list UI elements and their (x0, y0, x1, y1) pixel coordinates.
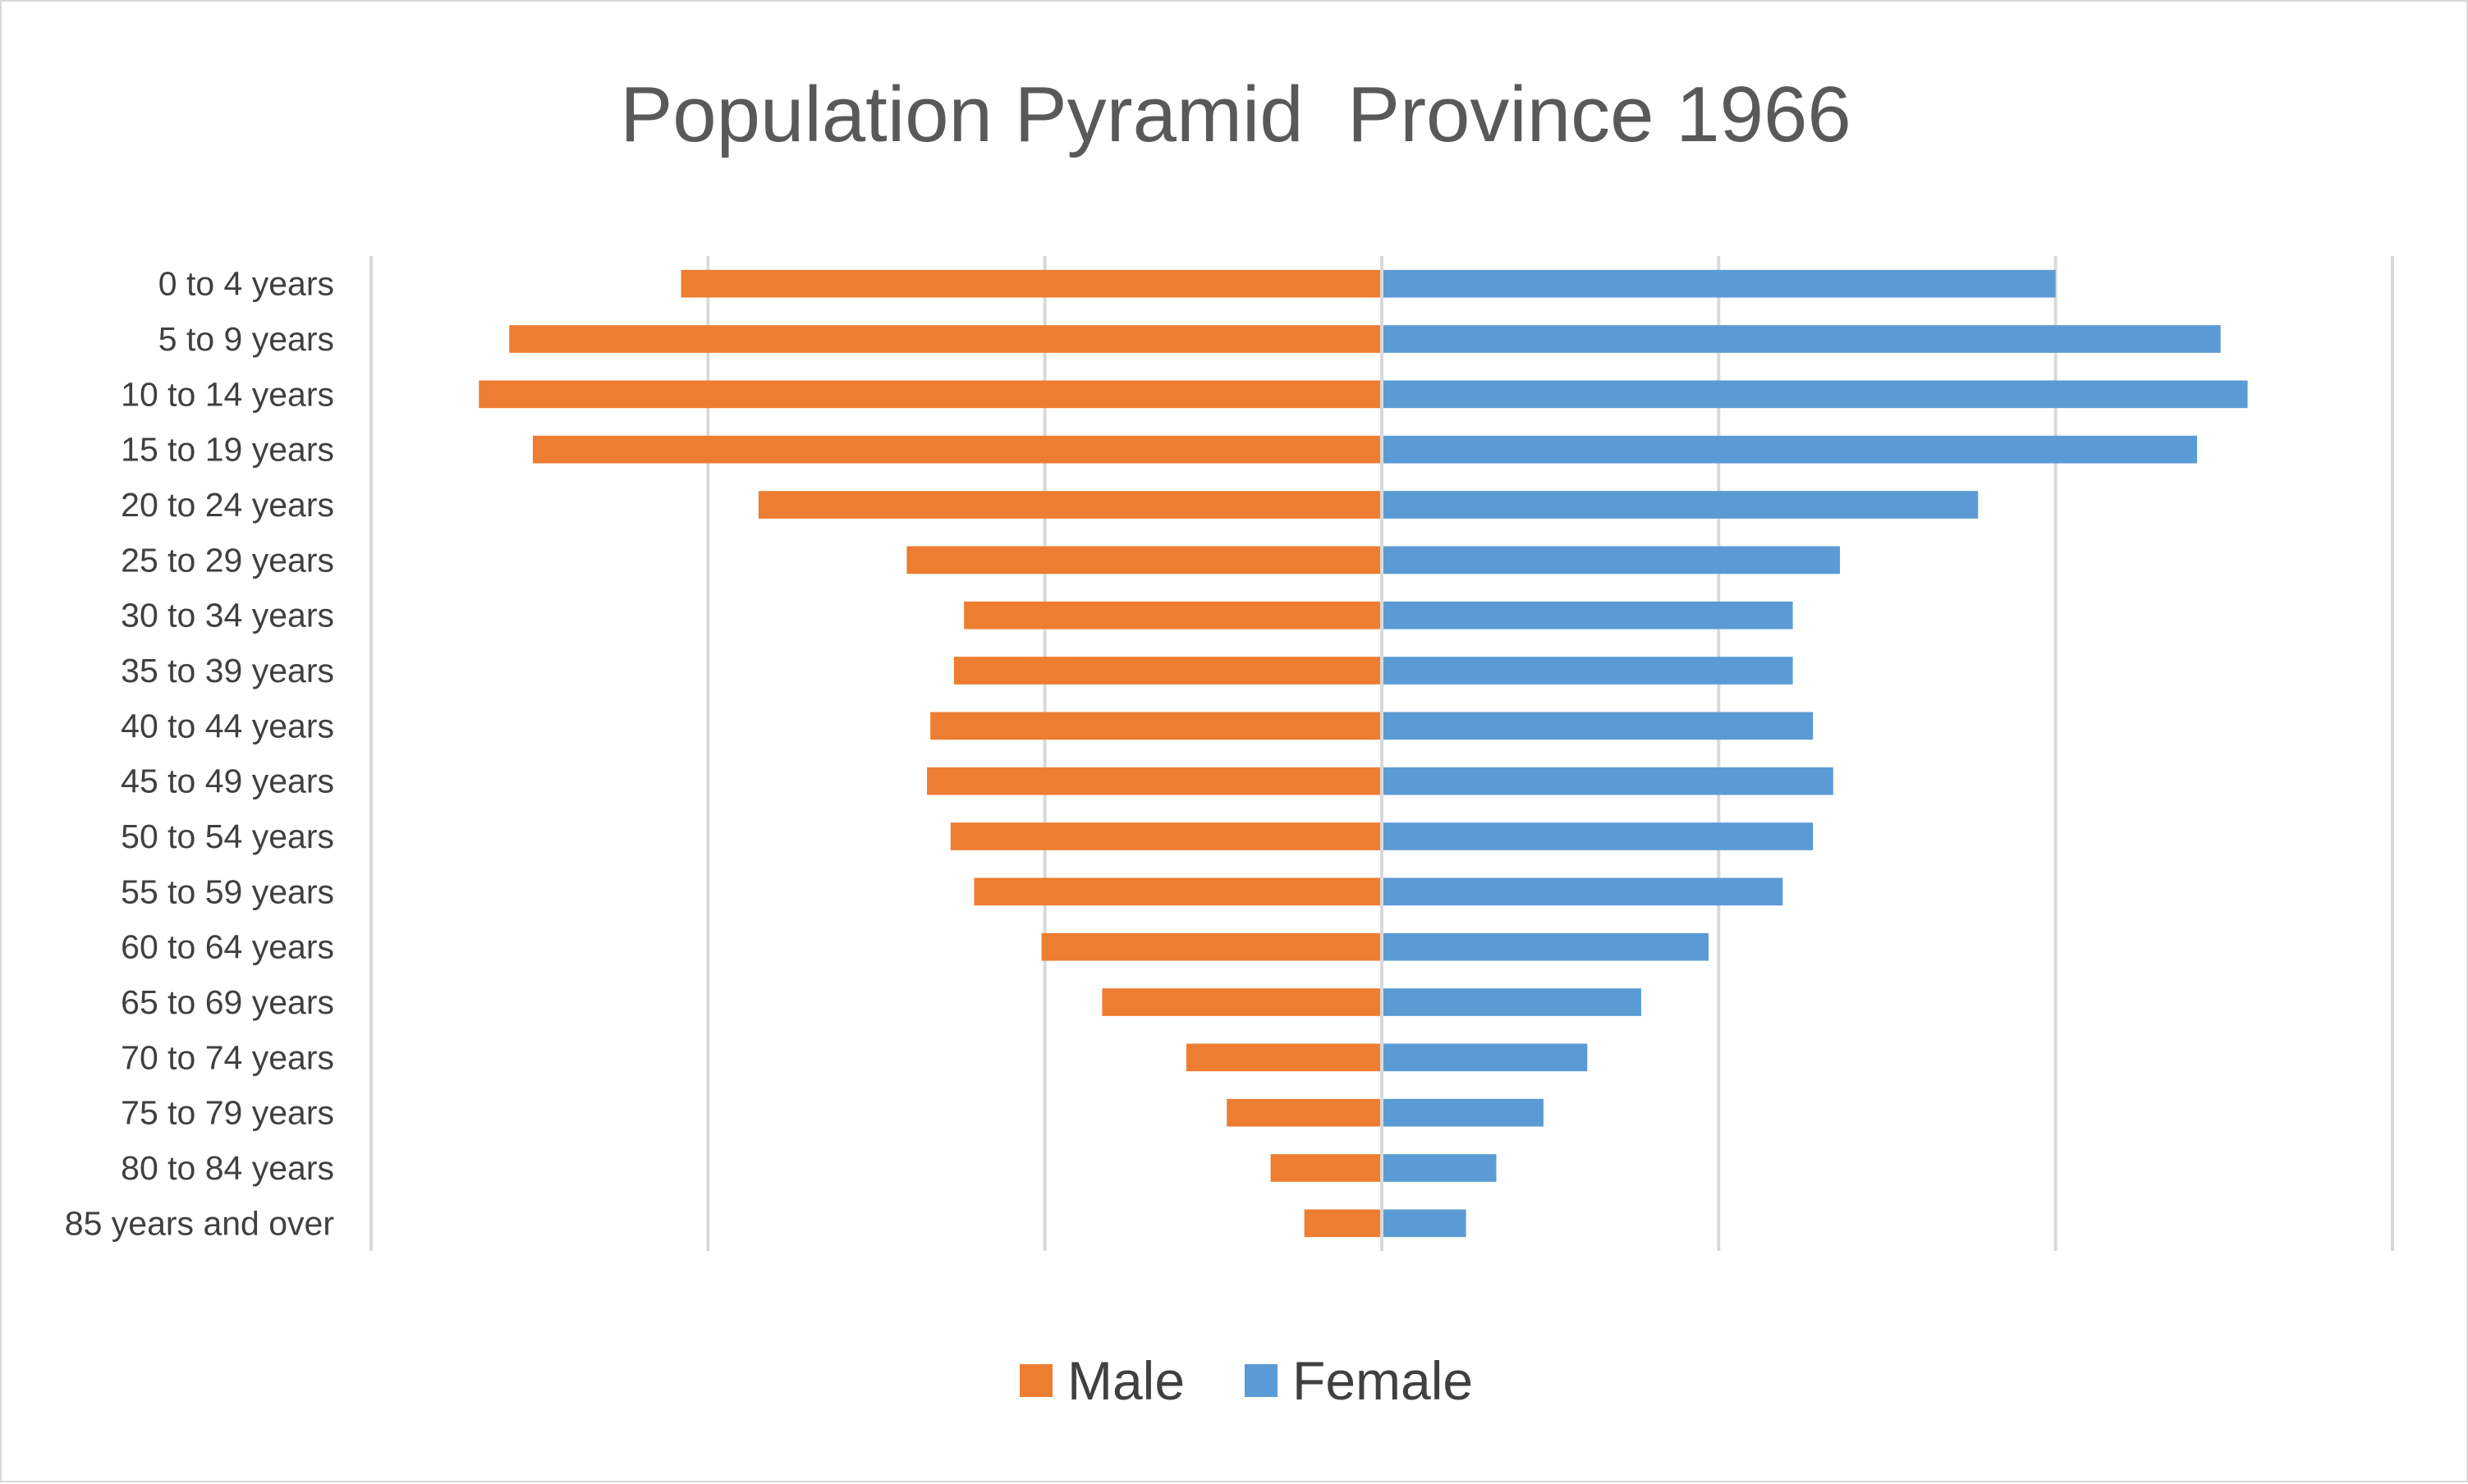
bar-female-11 (1382, 877, 1783, 906)
category-label: 85 years and over (65, 1204, 334, 1242)
category-label: 70 to 74 years (121, 1038, 334, 1076)
category-labels: 0 to 4 years 5 to 9 years 10 to 14 years 15… (65, 265, 334, 1243)
bar-female-4 (1382, 491, 1979, 519)
bar-male-6 (964, 601, 1382, 630)
bar-male-4 (758, 491, 1382, 519)
bar-male-15 (1227, 1098, 1382, 1127)
category-label: 10 to 14 years (121, 375, 334, 413)
category-label: 65 to 69 years (121, 983, 334, 1021)
bar-female-15 (1382, 1098, 1544, 1127)
bars (479, 269, 2248, 1238)
bar-male-16 (1270, 1154, 1382, 1182)
bar-female-7 (1382, 657, 1793, 685)
category-label: 0 to 4 years (158, 265, 334, 303)
category-label: 25 to 29 years (121, 541, 334, 579)
chart-title: Population Pyramid Province 1966 (620, 71, 1851, 158)
category-label: 50 to 54 years (121, 818, 334, 855)
category-label: 45 to 49 years (121, 763, 334, 800)
bar-female-0 (1382, 269, 2056, 298)
bar-female-3 (1382, 435, 2198, 464)
category-label: 20 to 24 years (121, 486, 334, 524)
bar-female-17 (1382, 1209, 1466, 1238)
bar-male-5 (906, 546, 1382, 575)
legend-swatch-male (1020, 1364, 1053, 1397)
bar-female-14 (1382, 1043, 1588, 1072)
bar-male-10 (950, 822, 1382, 850)
category-label: 40 to 44 years (121, 707, 334, 744)
bar-male-14 (1186, 1043, 1382, 1072)
category-label: 15 to 19 years (121, 431, 334, 469)
bar-female-13 (1382, 988, 1641, 1016)
category-label: 5 to 9 years (158, 320, 334, 358)
bar-male-7 (953, 657, 1382, 685)
legend-swatch-female (1245, 1364, 1278, 1397)
bar-female-10 (1382, 822, 1814, 850)
bar-female-12 (1382, 932, 1709, 961)
category-label: 60 to 64 years (121, 928, 334, 966)
legend-label-male: Male (1067, 1350, 1185, 1411)
legend: Male Female (1020, 1350, 1473, 1411)
bar-male-8 (930, 712, 1382, 740)
bar-female-9 (1382, 767, 1833, 795)
category-label: 55 to 59 years (121, 873, 334, 910)
bar-male-12 (1041, 932, 1382, 961)
category-label: 35 to 39 years (121, 652, 334, 689)
bar-male-13 (1102, 988, 1382, 1016)
category-label: 30 to 34 years (121, 597, 334, 634)
bar-male-11 (974, 877, 1382, 906)
bar-male-1 (509, 325, 1382, 353)
bar-male-9 (927, 767, 1382, 795)
bar-female-16 (1382, 1154, 1497, 1182)
category-label: 80 to 84 years (121, 1149, 334, 1187)
bar-male-3 (532, 435, 1383, 464)
bar-male-2 (479, 380, 1382, 409)
bar-male-0 (681, 269, 1382, 298)
bar-female-8 (1382, 712, 1814, 740)
bar-female-2 (1382, 380, 2248, 409)
gridlines (369, 256, 2394, 1251)
bar-female-5 (1382, 546, 1841, 575)
bar-female-6 (1382, 601, 1793, 630)
legend-label-female: Female (1292, 1350, 1473, 1411)
bar-male-17 (1304, 1209, 1382, 1238)
category-label: 75 to 79 years (121, 1094, 334, 1132)
bar-female-1 (1382, 325, 2221, 353)
